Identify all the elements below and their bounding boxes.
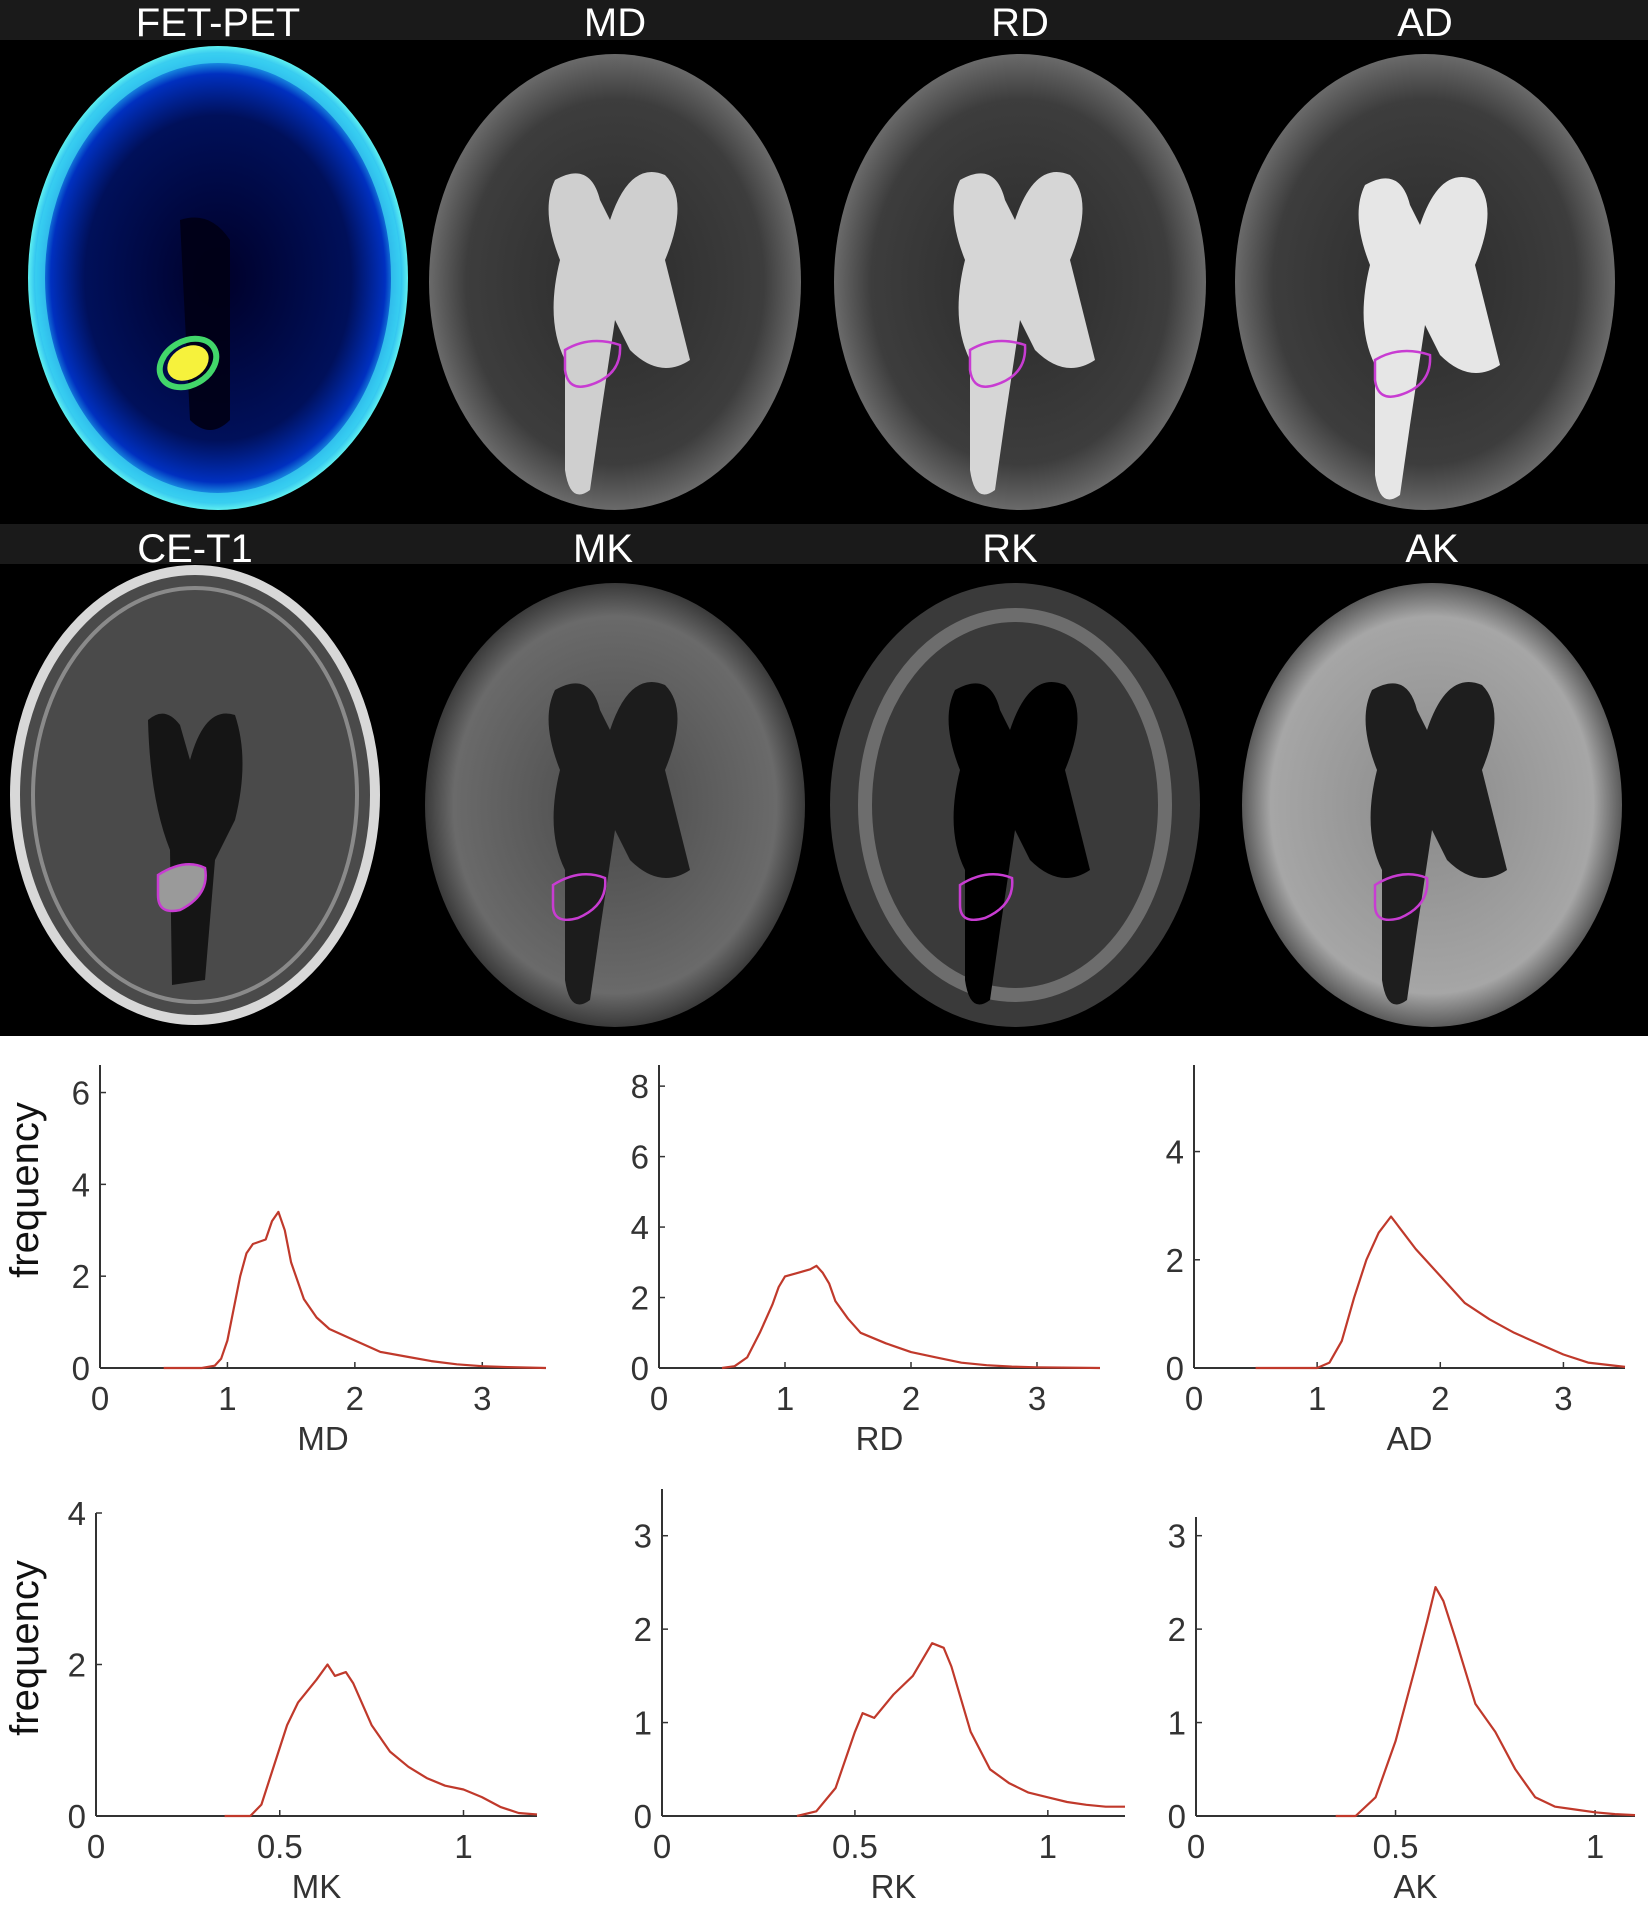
y-tick-label: 1 — [634, 1705, 652, 1742]
y-tick-label: 2 — [1166, 1242, 1184, 1279]
histogram-ad: 0 1 2 3 0 2 4 AD — [1166, 1065, 1626, 1457]
title-rd: RD — [991, 1, 1049, 45]
y-tick-label: 4 — [68, 1495, 86, 1532]
histogram-md: 0 1 2 3 0 2 4 6 MD — [72, 1065, 547, 1457]
x-tick-label: 3 — [1028, 1380, 1046, 1417]
title-ce-t1: CE-T1 — [137, 527, 253, 571]
ak-map-image — [1242, 583, 1622, 1027]
x-tick-label: 0.5 — [1373, 1828, 1419, 1865]
title-ak: AK — [1405, 527, 1459, 571]
y-tick-label: 0 — [72, 1350, 90, 1387]
title-rk: RK — [982, 527, 1038, 571]
fet-pet-image — [28, 46, 408, 510]
title-mk: MK — [573, 527, 633, 571]
frequency-curve — [1335, 1585, 1636, 1818]
y-tick-label: 2 — [72, 1258, 90, 1295]
histogram-rk: 0 0.5 1 0 1 2 3 RK — [634, 1489, 1125, 1905]
ce-t1-image — [10, 565, 380, 1025]
frequency-curve — [163, 1210, 547, 1370]
y-tick-label: 0 — [634, 1798, 652, 1835]
y-tick-label: 0 — [1168, 1798, 1186, 1835]
x-tick-label: 3 — [1554, 1380, 1572, 1417]
x-tick-label: 1 — [1039, 1828, 1057, 1865]
y-tick-label: 0 — [68, 1798, 86, 1835]
y-tick-label: 0 — [631, 1350, 649, 1387]
y-tick-label: 4 — [1166, 1134, 1184, 1171]
y-tick-label: 8 — [631, 1068, 649, 1105]
x-tick-label: 2 — [1431, 1380, 1449, 1417]
histogram-ak: 0 0.5 1 0 1 2 3 AK — [1168, 1517, 1636, 1905]
x-tick-label: 0 — [87, 1828, 105, 1865]
x-axis-label: RD — [856, 1420, 904, 1457]
x-axis-label: AD — [1387, 1420, 1433, 1457]
ad-map-image — [1235, 54, 1615, 510]
mk-map-image — [425, 583, 805, 1027]
y-tick-label: 4 — [631, 1209, 649, 1246]
x-tick-label: 0 — [650, 1380, 668, 1417]
frequency-curve — [721, 1264, 1101, 1370]
frequency-label-row-2: frequency — [3, 1560, 47, 1736]
x-tick-label: 0.5 — [257, 1828, 303, 1865]
x-tick-label: 1 — [218, 1380, 236, 1417]
x-tick-label: 0 — [653, 1828, 671, 1865]
y-tick-label: 3 — [1168, 1518, 1186, 1555]
x-tick-label: 0 — [1185, 1380, 1203, 1417]
x-tick-label: 1 — [1586, 1828, 1604, 1865]
x-tick-label: 2 — [346, 1380, 364, 1417]
y-tick-label: 2 — [68, 1647, 86, 1684]
md-map-image — [429, 54, 801, 510]
y-tick-label: 4 — [72, 1166, 90, 1203]
y-tick-label: 6 — [72, 1075, 90, 1112]
x-axis-label: MK — [292, 1868, 342, 1905]
y-tick-label: 0 — [1166, 1350, 1184, 1387]
y-tick-label: 2 — [1168, 1611, 1186, 1648]
x-tick-label: 1 — [1308, 1380, 1326, 1417]
x-tick-label: 1 — [454, 1828, 472, 1865]
frequency-label-row-1: frequency — [3, 1102, 47, 1278]
brain-image-panel: FET-PET MD RD AD CE-T1 MK RK AK — [0, 0, 1648, 1036]
histogram-mk: 0 0.5 1 0 2 4 MK — [68, 1495, 538, 1905]
x-tick-label: 0 — [91, 1380, 109, 1417]
rk-map-image — [830, 583, 1200, 1027]
x-axis-label: RK — [871, 1868, 917, 1905]
histogram-charts: 0 1 2 3 0 2 4 6 MD 0 1 2 3 0 2 4 6 8 RD 0 1 2 3 0 2 4 AD 0 0.5 1 0 2 4 MK… — [68, 1065, 1636, 1905]
title-ad: AD — [1397, 1, 1453, 45]
frequency-curve — [224, 1663, 538, 1818]
x-axis-label: MD — [297, 1420, 348, 1457]
y-tick-label: 3 — [634, 1518, 652, 1555]
frequency-curve — [1255, 1215, 1626, 1370]
rd-map-image — [834, 54, 1206, 510]
frequency-curve — [796, 1642, 1125, 1818]
x-tick-label: 2 — [902, 1380, 920, 1417]
y-tick-label: 6 — [631, 1139, 649, 1176]
histogram-panel: frequency frequency 0 1 2 3 0 2 4 6 MD 0 1 2 3 0 2 4 6 8 R… — [3, 1065, 1636, 1905]
y-tick-label: 2 — [631, 1280, 649, 1317]
x-axis-label: AK — [1393, 1868, 1437, 1905]
y-tick-label: 2 — [634, 1611, 652, 1648]
histogram-rd: 0 1 2 3 0 2 4 6 8 RD — [631, 1065, 1101, 1457]
x-tick-label: 3 — [473, 1380, 491, 1417]
x-tick-label: 1 — [776, 1380, 794, 1417]
x-tick-label: 0.5 — [832, 1828, 878, 1865]
title-md: MD — [584, 1, 646, 45]
x-tick-label: 0 — [1187, 1828, 1205, 1865]
title-fet-pet: FET-PET — [136, 1, 300, 45]
y-tick-label: 1 — [1168, 1705, 1186, 1742]
